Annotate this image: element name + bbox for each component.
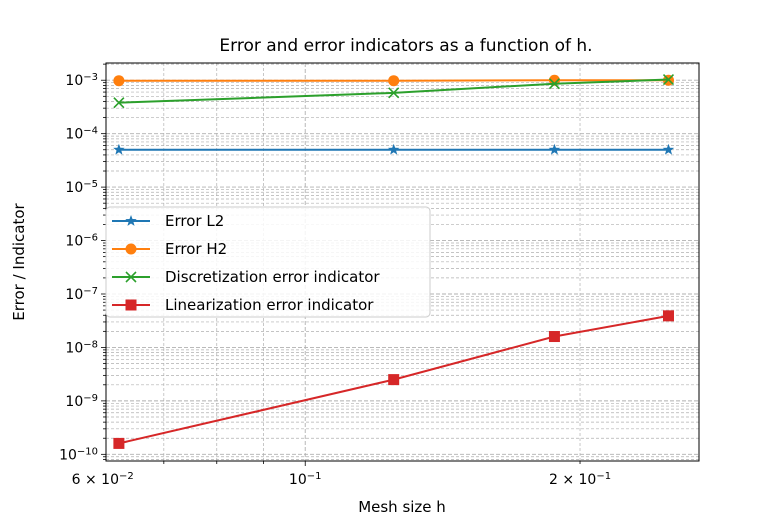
data-point	[548, 331, 560, 343]
series-2	[113, 74, 674, 87]
legend-label: Discretization error indicator	[165, 268, 380, 286]
series-1	[113, 143, 675, 155]
series-line	[118, 314, 669, 445]
y-tick-label: 10−6	[65, 232, 98, 250]
data-point	[387, 143, 400, 155]
data-point	[662, 143, 675, 155]
y-tick-label: 10−3	[65, 72, 98, 90]
data-point	[388, 87, 400, 99]
data-point	[388, 75, 400, 87]
x-tick-label: 6 × 10−2	[72, 471, 134, 489]
series-4	[113, 310, 674, 449]
y-tick-label: 10−8	[65, 339, 98, 357]
data-point	[113, 97, 125, 109]
legend-marker	[125, 243, 137, 255]
legend-item: Linearization error indicator	[112, 296, 374, 314]
series-3	[113, 73, 675, 109]
data-point	[662, 73, 675, 86]
legend-label: Error H2	[165, 240, 227, 258]
data-point	[548, 78, 561, 90]
x-tick-label: 10−1	[289, 471, 322, 489]
y-axis-title: Error / Indicator	[10, 202, 28, 320]
chart-title: Error and error indicators as a function…	[219, 36, 592, 56]
legend: Error L2 Error H2 Discretization error ind…	[105, 206, 431, 318]
legend-item: Error L2	[112, 212, 224, 230]
series-line	[118, 78, 669, 104]
data-point	[113, 75, 125, 87]
legend-marker	[125, 299, 137, 311]
y-tick-label: 10−10	[59, 446, 98, 464]
y-tick-label: 10−5	[65, 179, 98, 197]
data-point	[113, 437, 125, 449]
legend-label: Linearization error indicator	[165, 296, 374, 314]
y-tick-label: 10−7	[65, 285, 98, 303]
x-tick-label: 2 × 10−1	[549, 471, 611, 489]
data-point	[113, 143, 125, 155]
legend-marker	[125, 271, 137, 283]
data-point	[662, 310, 674, 322]
legend-label: Error L2	[165, 212, 224, 230]
legend-item: Discretization error indicator	[112, 268, 380, 286]
legend-item: Error H2	[112, 240, 227, 258]
legend-marker	[125, 215, 137, 226]
y-tick-label: 10−4	[65, 125, 98, 143]
y-tick-label: 10−9	[65, 392, 98, 410]
series-layer	[113, 73, 675, 449]
axis-ticks: 10−10 10−9 10−8 10−7 10−6 10−5 10−4 10−3 6 × 10−…	[59, 63, 611, 489]
x-axis-title: Mesh size h	[358, 498, 446, 516]
data-point	[388, 374, 400, 386]
data-point	[548, 143, 561, 155]
legend-box	[105, 206, 431, 318]
